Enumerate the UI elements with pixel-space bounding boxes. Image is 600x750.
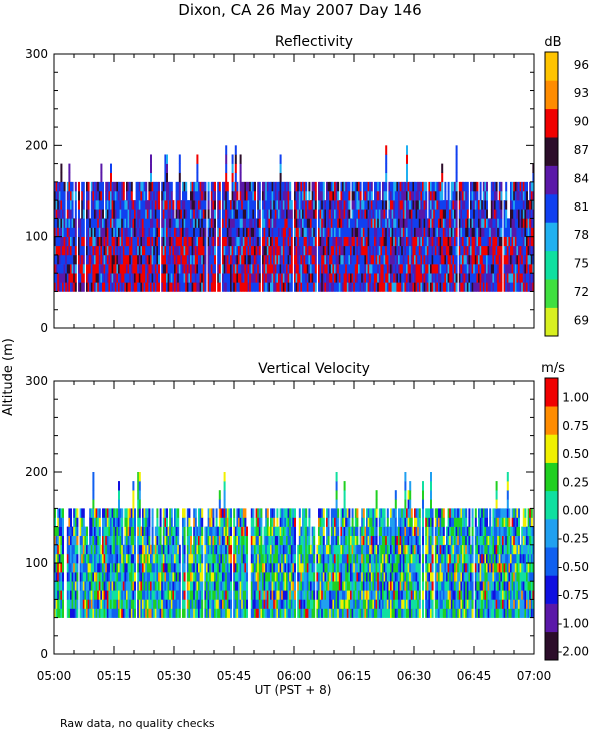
colorbar-swatch [545,250,558,280]
x-tick-label: 06:00 [277,669,312,683]
colorbar-swatch [545,603,558,633]
colorbar-swatch [545,547,558,576]
colorbar-frame [544,377,559,661]
colorbar-label: -0.75 [558,588,589,602]
colorbar-frame [544,51,559,337]
colorbar-label: 72 [574,285,589,299]
colorbar-label: 69 [574,313,589,327]
heatmap-cells [54,145,535,292]
colorbar-swatch [545,137,558,166]
colorbar-swatch [545,279,558,308]
x-tick-label: 06:15 [337,669,372,683]
colorbar-label: 93 [574,86,589,100]
colorbar-swatch [545,194,558,223]
velocity-panel: Vertical Velocity 0 100 200 300 05:00 05:15 05:… [25,361,589,683]
reflectivity-panel: Reflectivity 0 100 200 300 dB 69 72 75 78 81 84 87 90… [25,34,589,337]
colorbar-label: -1.00 [558,616,589,630]
colorbar-swatch [545,307,558,337]
x-tick-label: 05:45 [217,669,252,683]
colorbar-unit: dB [544,35,561,50]
y-tick-label: 0 [40,647,48,661]
colorbar-label: 1.00 [562,391,589,405]
colorbar-swatch [545,52,558,81]
y-tick-label: 100 [25,230,48,244]
colorbar-label: -0.25 [558,532,589,546]
x-tick-label: 06:45 [457,669,492,683]
colorbar-swatch [545,165,558,195]
heatmap-cells [54,472,535,618]
x-tick-label: 07:00 [517,669,552,683]
colorbar-label: -2.00 [558,645,589,659]
y-tick-label: 0 [40,321,48,335]
colorbar-label: 90 [574,115,589,129]
figure-title: Dixon, CA 26 May 2007 Day 146 [178,1,421,19]
x-tick-label: 05:00 [37,669,72,683]
colorbar-label: 78 [574,228,589,242]
y-tick-label: 100 [25,556,48,570]
colorbar-swatch [545,80,558,110]
y-tick-label: 200 [25,138,48,152]
y-tick-label: 300 [25,374,48,388]
y-tick-label: 200 [25,465,48,479]
colorbar-label: 0.25 [562,475,589,489]
colorbar-swatch [545,462,558,492]
colorbar-swatch [545,631,558,661]
colorbar-unit: m/s [541,361,565,376]
colorbar-label: 0.75 [562,419,589,433]
colorbar-label: -0.50 [558,560,589,574]
colorbar-swatch [545,222,558,252]
x-axis-label: UT (PST + 8) [255,683,332,697]
colorbar-swatch [545,108,558,138]
colorbar-swatch [545,434,558,463]
x-tick-label: 05:15 [97,669,132,683]
colorbar-label: 84 [574,171,589,185]
colorbar-swatch [545,519,558,548]
colorbar-label: 81 [574,200,589,214]
colorbar-label: 0.00 [562,504,589,518]
colorbar-label: 96 [574,58,589,72]
colorbar-label: 0.50 [562,447,589,461]
panel-title: Vertical Velocity [258,361,370,377]
colorbar-swatch [545,378,558,407]
colorbar-label: 75 [574,257,589,271]
colorbar-swatch [545,406,558,435]
colorbar-swatch [545,575,558,604]
panel-title: Reflectivity [275,34,353,50]
colorbar-label: 87 [574,143,589,157]
x-tick-label: 05:30 [157,669,192,683]
colorbar-swatch [545,490,558,520]
y-axis-label: Altitude (m) [1,338,16,416]
x-tick-label: 06:30 [397,669,432,683]
y-tick-label: 300 [25,47,48,61]
footer-note: Raw data, no quality checks [60,717,215,730]
